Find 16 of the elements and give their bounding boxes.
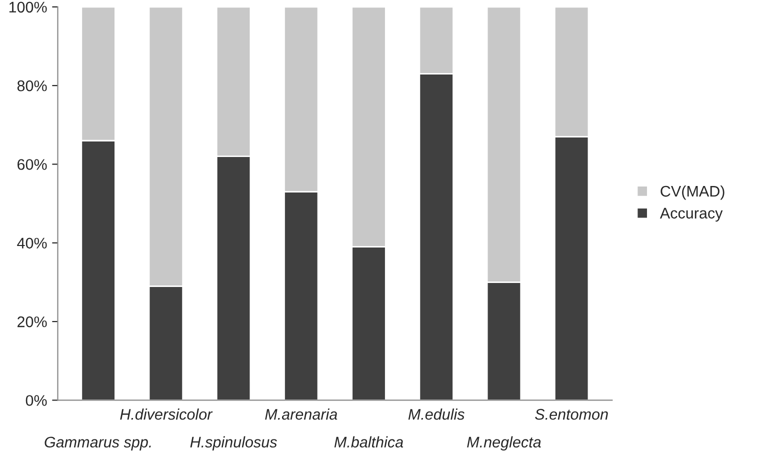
x-tick-label: M.neglecta — [467, 436, 541, 451]
x-tick-label: Gammarus spp. — [44, 436, 151, 451]
x-tick-label: M.balthica — [334, 436, 404, 448]
y-tick-label: 20% — [18, 316, 47, 328]
x-tick-label: H.spinulosus — [190, 436, 277, 451]
y-tick-label: 40% — [17, 238, 47, 249]
legend-label: Accuracy — [660, 208, 723, 222]
x-tick-label: M.edulis — [408, 408, 464, 420]
y-tick-label: 80% — [17, 80, 47, 92]
legend-label: CV(MAD) — [660, 185, 724, 200]
y-tick-label: 100% — [9, 2, 47, 13]
x-tick-label: M.arenaria — [265, 408, 338, 420]
y-tick-label: 0% — [26, 395, 47, 406]
x-tick-label: H.diversicolor — [120, 408, 213, 420]
x-tick-label: S.entomon — [535, 408, 608, 420]
y-tick-label: 60% — [18, 159, 47, 170]
